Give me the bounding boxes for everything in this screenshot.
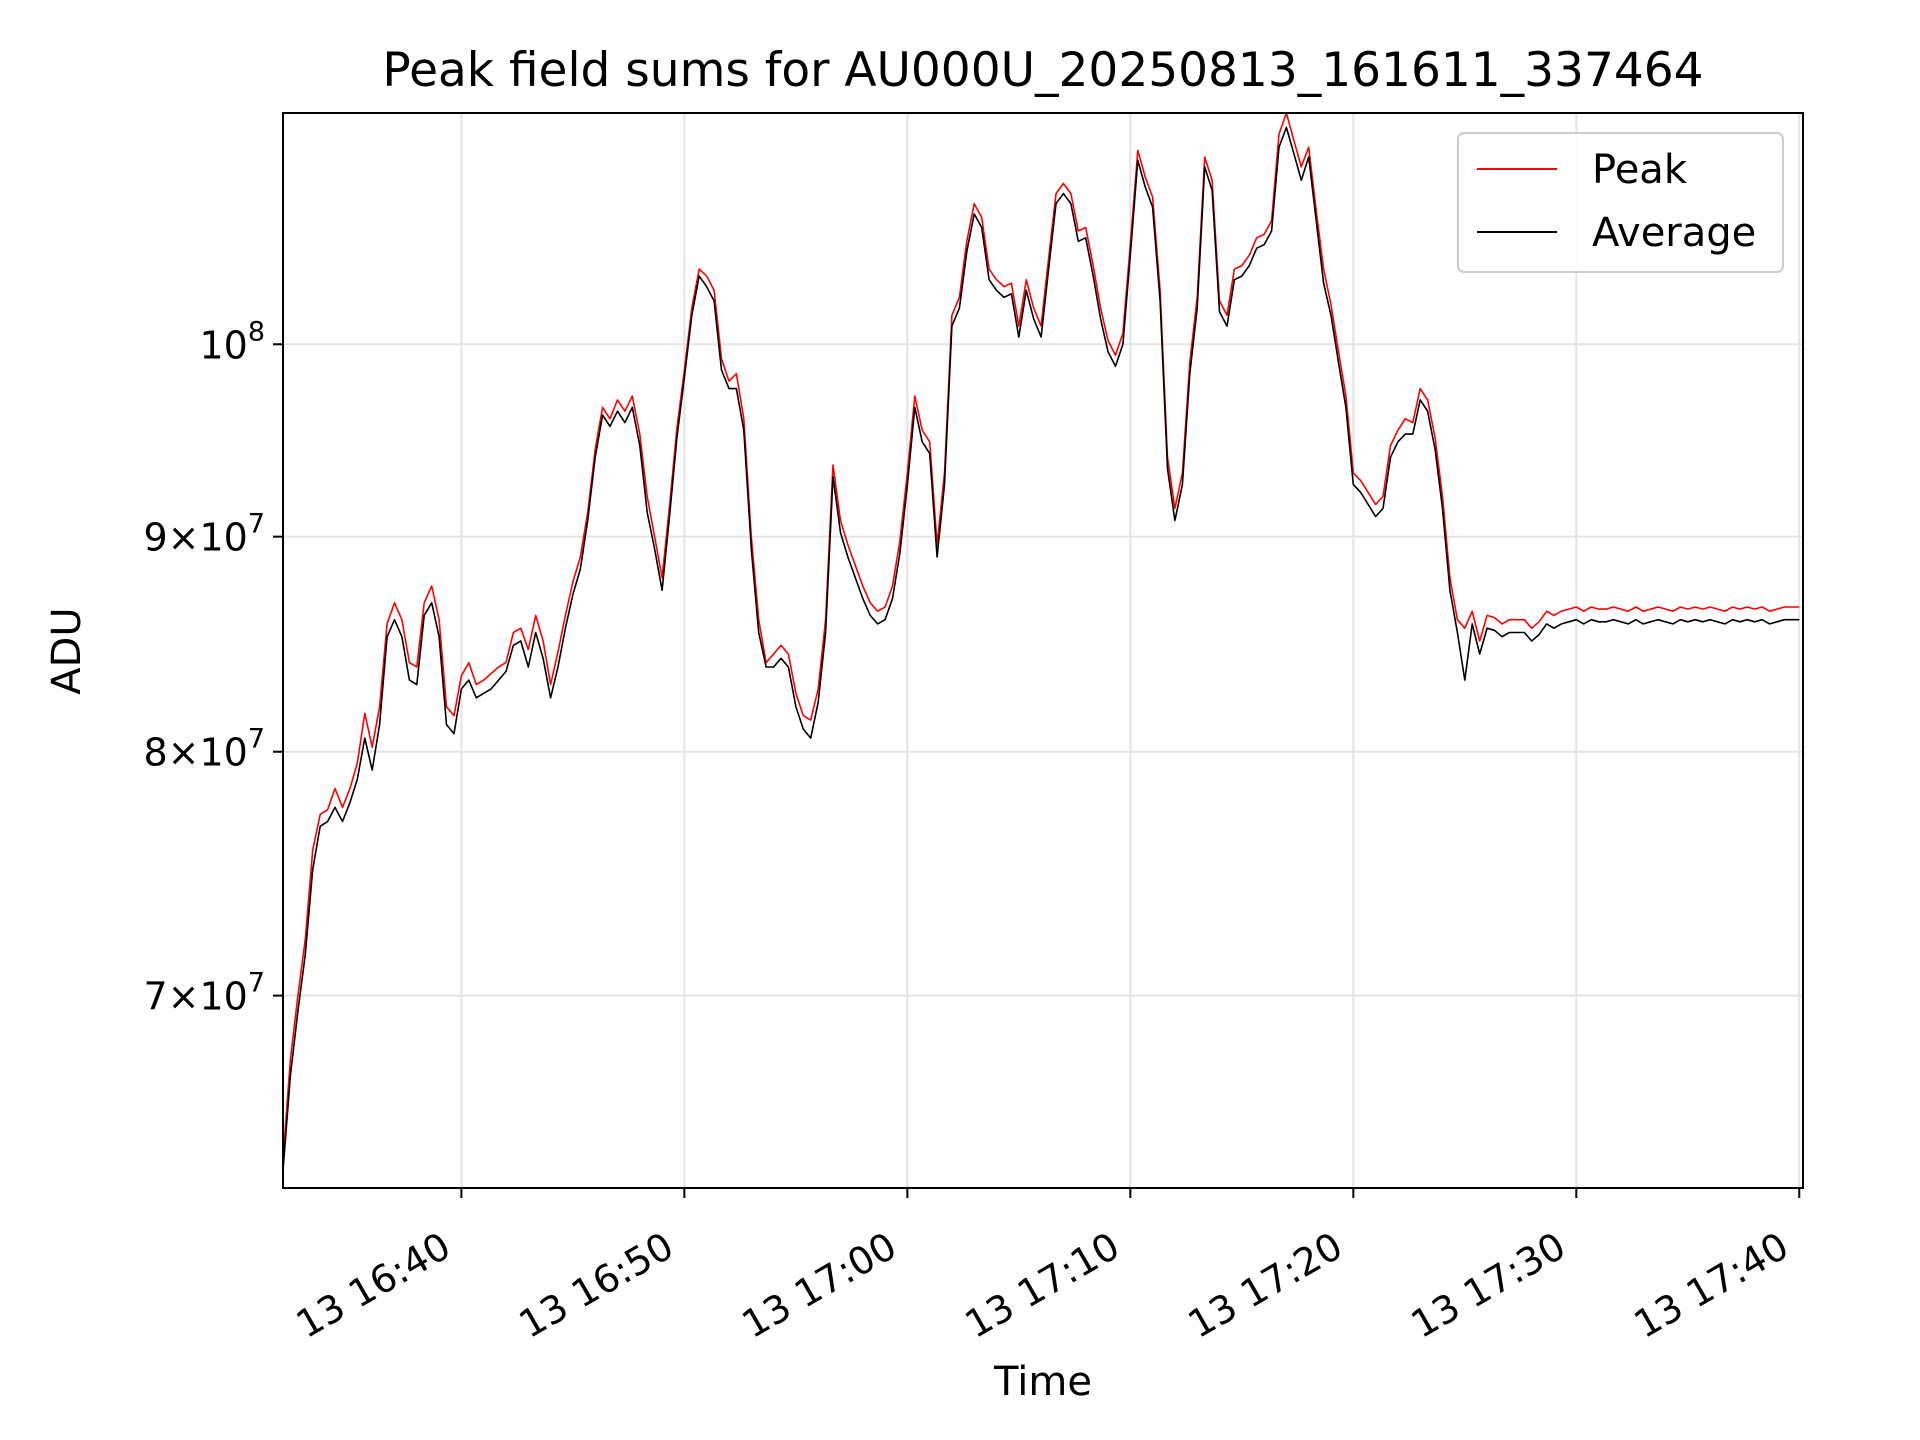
y-axis-label: ADU [44,607,90,694]
series-line-peak [282,112,1800,1160]
grid-layer [283,113,1803,1188]
x-axis-label: Time [993,1359,1092,1405]
series-line-average [282,126,1800,1171]
y-axis: 7×107 8×107 9×107 108 [143,316,283,1019]
y-tick-label: 8×107 [143,724,265,775]
legend-label-peak: Peak [1592,147,1688,193]
series-layer [282,112,1800,1171]
chart-title: Peak field sums for AU000U_20250813_1616… [382,43,1703,98]
legend: Peak Average [1457,132,1784,273]
legend-label-average: Average [1592,210,1756,256]
y-tick-label: 7×107 [143,968,265,1019]
legend-box [1457,132,1784,273]
y-tick-label: 108 [199,316,265,367]
plot-frame [282,112,1804,1189]
y-tick-label: 9×107 [143,509,265,560]
